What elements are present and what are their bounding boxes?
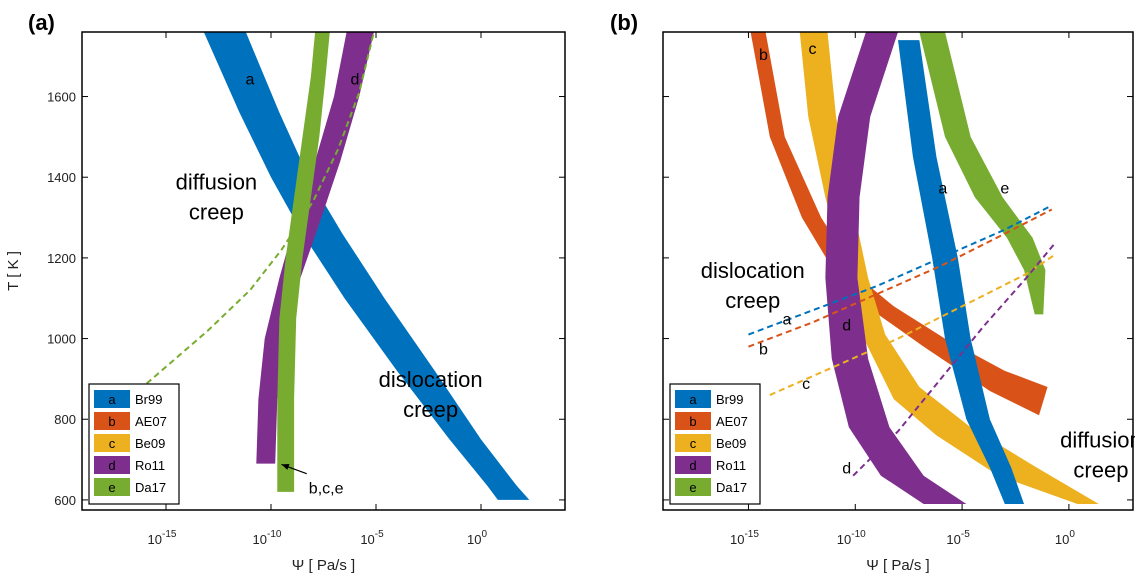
legend-key: e	[108, 480, 115, 495]
region-label: diffusion	[176, 169, 258, 194]
legend-key: c	[109, 436, 116, 451]
legend-label: Br99	[135, 392, 162, 407]
legend-label: Br99	[716, 392, 743, 407]
x-tick-label: 10-15	[730, 529, 759, 547]
legend-swatch-a	[675, 390, 711, 408]
legend-key: b	[689, 414, 696, 429]
x-tick-label: 10-5	[360, 529, 384, 547]
dashed-line-c	[769, 253, 1057, 396]
legend-key: a	[689, 392, 697, 407]
y-tick-label: 1000	[47, 332, 76, 347]
legend-swatch-c	[94, 434, 130, 452]
dashed-line-b	[748, 208, 1053, 348]
legend-key: e	[689, 480, 696, 495]
x-tick-label: 10-15	[148, 529, 177, 547]
legend-swatch-a	[94, 390, 130, 408]
legend-label: Ro11	[716, 458, 746, 473]
region-label: creep	[725, 288, 780, 313]
legend-swatch-e	[675, 478, 711, 496]
y-axis-label: T [ K ]	[5, 251, 22, 291]
band-label-c: c	[809, 41, 817, 58]
axes-frame	[662, 31, 1134, 511]
band-d	[256, 32, 374, 464]
region-label: dislocation	[701, 258, 805, 283]
region-label: creep	[403, 397, 458, 422]
panel-a: (a) a d diffusion creep dislocation creep b,c,e…	[5, 10, 566, 574]
legend-label: Ro11	[135, 458, 165, 473]
band-e	[919, 32, 1046, 315]
legend-label: Be09	[716, 436, 746, 451]
legend-label: AE07	[135, 414, 167, 429]
band-e	[277, 32, 330, 492]
annotation-text: b,c,e	[309, 481, 344, 498]
region-label: diffusion	[1060, 427, 1135, 452]
legend-swatch-d	[675, 456, 711, 474]
x-tick-label: 100	[1055, 529, 1075, 547]
region-label: creep	[189, 199, 244, 224]
legend-key: a	[108, 392, 116, 407]
annotation-arrowhead	[281, 464, 290, 470]
axes-frame	[81, 31, 566, 511]
dashed-label-a: a	[782, 311, 791, 328]
dashed-label-c: c	[802, 376, 810, 393]
legend-swatch-d	[94, 456, 130, 474]
legend-label: Da17	[135, 480, 166, 495]
band-c	[799, 32, 1099, 504]
band-b	[750, 32, 1048, 416]
legend-label: AE07	[716, 414, 748, 429]
x-tick-label: 100	[467, 529, 487, 547]
legend-swatch-e	[94, 478, 130, 496]
dashed-label-d: d	[842, 461, 851, 478]
band-label-b: b	[759, 47, 768, 64]
band-d	[825, 32, 967, 504]
band-label-e: e	[1000, 180, 1009, 197]
legend-key: b	[108, 414, 115, 429]
plot-area	[123, 32, 530, 500]
x-tick-label: 10-10	[253, 529, 282, 547]
legend-key: c	[690, 436, 697, 451]
x-axis-label: Ψ [ Pa/s ]	[292, 557, 355, 574]
band-a	[898, 40, 1025, 504]
x-tick-label: 10-10	[837, 529, 866, 547]
y-tick-label: 800	[54, 412, 76, 427]
legend-key: d	[108, 458, 115, 473]
region-label: creep	[1073, 457, 1128, 482]
plot-area	[748, 32, 1099, 504]
legend-swatch-b	[94, 412, 130, 430]
y-tick-label: 1400	[47, 170, 76, 185]
band-label-a: a	[938, 180, 947, 197]
band-label-a: a	[246, 71, 255, 88]
dashed-line-0	[123, 32, 375, 404]
legend-swatch-c	[675, 434, 711, 452]
y-tick-label: 1200	[47, 251, 76, 266]
x-axis-label: Ψ [ Pa/s ]	[866, 557, 929, 574]
dashed-line-a	[748, 204, 1053, 336]
legend-label: Da17	[716, 480, 747, 495]
legend-key: d	[689, 458, 696, 473]
x-tick-label: 10-5	[946, 529, 970, 547]
legend: a Br99 b AE07 c Be09 d Ro11 e Da17	[88, 383, 180, 505]
y-tick-label: 600	[54, 493, 76, 508]
region-label: dislocation	[379, 367, 483, 392]
band-a	[203, 32, 530, 500]
panel-b: (b)b cadeabcddislocationcreepdiffusioncre…	[610, 10, 1135, 574]
y-tick-label: 1600	[47, 90, 76, 105]
panel-label: (a)	[28, 10, 55, 35]
band-label-d: d	[842, 317, 851, 334]
legend-swatch-b	[675, 412, 711, 430]
dashed-label-b: b	[759, 342, 768, 359]
legend: a Br99 b AE07 c Be09 d Ro11 e Da17	[669, 383, 761, 505]
legend-label: Be09	[135, 436, 165, 451]
panel-label: (b)	[610, 10, 638, 35]
band-label-d: d	[351, 71, 360, 88]
dashed-line-d	[852, 241, 1057, 477]
